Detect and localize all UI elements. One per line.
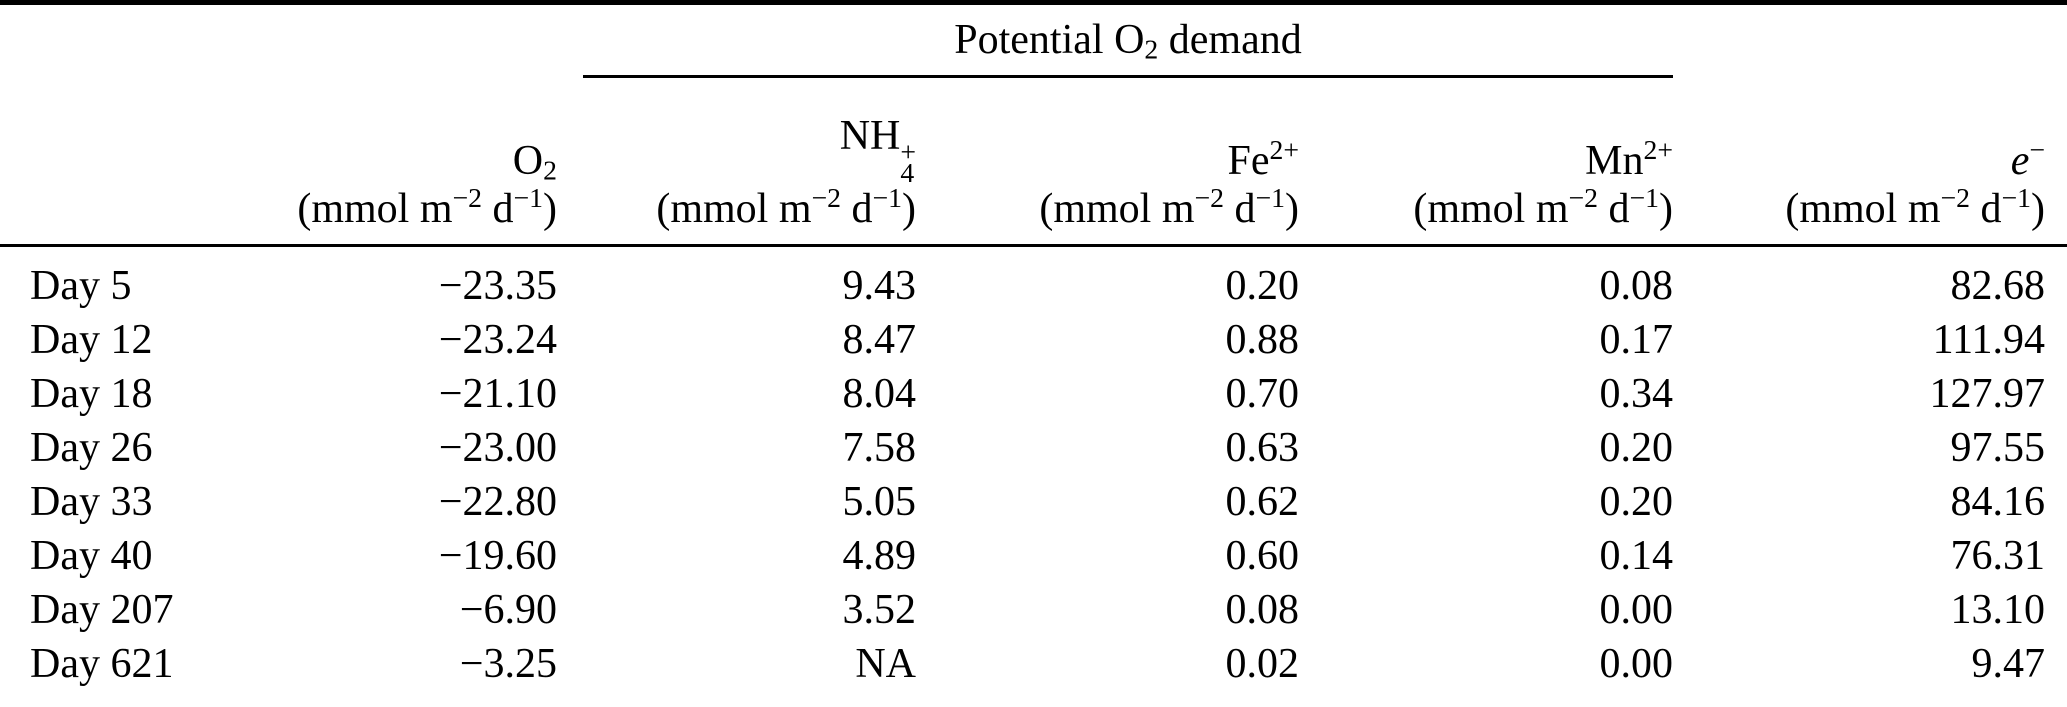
table-cell: 0.00 — [1599, 587, 1674, 633]
spanner-title: Potential O2 demand — [583, 10, 1674, 78]
table-cell: NA — [855, 641, 916, 687]
row-label: Day 12 — [30, 317, 153, 363]
table-row: Day 12 −23.24 8.47 0.88 0.17 111.94 — [0, 313, 2067, 367]
table-cell: 5.05 — [842, 479, 917, 525]
row-label: Day 40 — [30, 533, 153, 579]
column-header-mn2: Mn2+ (mmol m−2 d−1) — [1299, 78, 1674, 247]
column-header-nh4: NH +4 (mmol m−2 d−1) — [557, 78, 916, 247]
spanner-cell: Potential O2 demand — [557, 3, 1674, 78]
table-cell: 84.16 — [1950, 479, 2046, 525]
table-cell: 0.02 — [1225, 641, 1300, 687]
table-cell: 0.20 — [1225, 263, 1300, 309]
table-cell: 111.94 — [1932, 317, 2046, 363]
table-cell: 7.58 — [842, 425, 917, 471]
column-unit: (mmol m−2 d−1) — [656, 181, 916, 232]
table-cell: 13.10 — [1950, 587, 2046, 633]
spanner-spacer — [0, 3, 230, 79]
column-header-fe2: Fe2+ (mmol m−2 d−1) — [916, 78, 1300, 247]
species-superscript: 2+ — [1269, 133, 1300, 165]
column-species: NH +4 — [557, 112, 916, 189]
row-label: Day 207 — [30, 587, 174, 633]
table-row: Day 207 −6.90 3.52 0.08 0.00 13.10 — [0, 583, 2067, 637]
table-cell: −22.80 — [438, 479, 557, 525]
table-cell: 0.08 — [1225, 587, 1300, 633]
table-cell: 0.08 — [1599, 263, 1674, 309]
table-cell: 0.63 — [1225, 425, 1300, 471]
table-cell: 0.34 — [1599, 371, 1674, 417]
table-row: Day 26 −23.00 7.58 0.63 0.20 97.55 — [0, 421, 2067, 475]
table-cell: 0.00 — [1599, 641, 1674, 687]
species-base: e — [2010, 137, 2030, 184]
table-cell: 127.97 — [1929, 371, 2046, 417]
table-cell: 82.68 — [1950, 263, 2046, 309]
row-label: Day 18 — [30, 371, 153, 417]
table-cell: 3.52 — [842, 587, 917, 633]
table-row: Day 5 −23.35 9.43 0.20 0.08 82.68 — [0, 246, 2067, 314]
table-cell: −23.35 — [438, 263, 557, 309]
column-unit: (mmol m−2 d−1) — [297, 181, 557, 232]
column-header-row: O2 (mmol m−2 d−1) NH +4 (mmol m−2 d−1) Fe… — [0, 78, 2067, 247]
species-superscript: 2+ — [1643, 133, 1674, 165]
column-unit: (mmol m−2 d−1) — [1785, 181, 2046, 232]
column-unit: (mmol m−2 d−1) — [1039, 181, 1299, 232]
species-superscript: + — [900, 135, 916, 167]
table-cell: −21.10 — [438, 371, 557, 417]
spanner-title-text: demand — [1158, 17, 1302, 63]
species-base: NH — [839, 112, 901, 159]
table-cell: 76.31 — [1950, 533, 2046, 579]
species-base: Mn — [1585, 137, 1644, 184]
table-cell: 9.43 — [842, 263, 917, 309]
table-cell: 0.62 — [1225, 479, 1300, 525]
row-label: Day 26 — [30, 425, 153, 471]
row-label: Day 621 — [30, 641, 174, 687]
spanner-spacer — [230, 3, 557, 79]
table-cell: 97.55 — [1950, 425, 2046, 471]
table-cell: 0.70 — [1225, 371, 1300, 417]
table-row: Day 40 −19.60 4.89 0.60 0.14 76.31 — [0, 529, 2067, 583]
species-base: O — [512, 137, 544, 184]
column-unit: (mmol m−2 d−1) — [1413, 181, 1674, 232]
table-cell: 0.17 — [1599, 317, 1674, 363]
table-cell: 0.88 — [1225, 317, 1300, 363]
table-cell: 8.04 — [842, 371, 917, 417]
table-cell: 9.47 — [1971, 641, 2046, 687]
table-body: Day 5 −23.35 9.43 0.20 0.08 82.68 Day 12 −23.24… — [0, 246, 2067, 707]
table-cell: 0.20 — [1599, 425, 1674, 471]
species-subscript: 4 — [900, 157, 915, 189]
table-cell: −6.90 — [459, 587, 557, 633]
table-header: Potential O2 demand O2 (mmol m−2 d−1) NH… — [0, 3, 2067, 247]
table-cell: 4.89 — [842, 533, 917, 579]
table-cell: 0.20 — [1599, 479, 1674, 525]
species-subscript: 2 — [543, 154, 557, 186]
table-cell: −3.25 — [459, 641, 557, 687]
table-row: Day 18 −21.10 8.04 0.70 0.34 127.97 — [0, 367, 2067, 421]
column-species: O2 — [230, 138, 557, 184]
species-subsup-stack: +4 — [900, 135, 916, 189]
spanner-title-text: Potential O — [954, 17, 1145, 63]
row-label-column-header — [0, 78, 230, 247]
column-header-o2: O2 (mmol m−2 d−1) — [230, 78, 557, 247]
table-row: Day 33 −22.80 5.05 0.62 0.20 84.16 — [0, 475, 2067, 529]
column-species: Mn2+ — [1299, 135, 1673, 184]
table-cell: 0.60 — [1225, 533, 1300, 579]
column-species: e− — [1673, 135, 2045, 184]
table-cell: −23.00 — [438, 425, 557, 471]
table-cell: 8.47 — [842, 317, 917, 363]
row-label: Day 33 — [30, 479, 153, 525]
spanner-spacer — [1673, 3, 2067, 79]
column-species: Fe2+ — [916, 135, 1300, 184]
table-cell: 0.14 — [1599, 533, 1674, 579]
species-base: Fe — [1227, 137, 1270, 184]
row-label: Day 5 — [30, 263, 132, 309]
species-superscript: − — [2029, 133, 2046, 165]
table-cell: −19.60 — [438, 533, 557, 579]
spanner-row: Potential O2 demand — [0, 3, 2067, 79]
spanner-title-subscript: 2 — [1144, 33, 1159, 65]
column-header-electron: e− (mmol m−2 d−1) — [1673, 78, 2067, 247]
table-row: Day 621 −3.25 NA 0.02 0.00 9.47 — [0, 637, 2067, 707]
table-cell: −23.24 — [438, 317, 557, 363]
